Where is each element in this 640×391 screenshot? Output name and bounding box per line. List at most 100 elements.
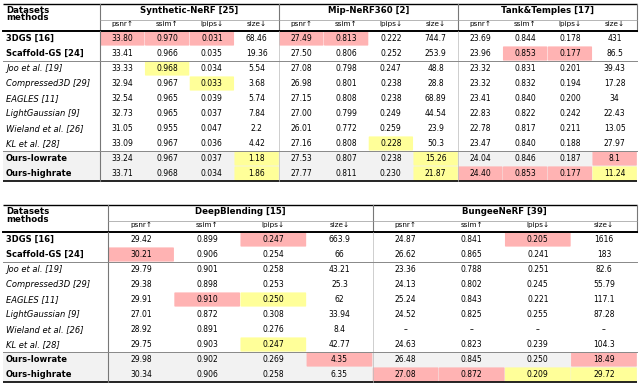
Text: 66: 66 [335,250,344,259]
Text: BungeeNeRF [39]: BungeeNeRF [39] [462,207,547,216]
Text: lpips↓: lpips↓ [380,21,403,27]
Text: 4.42: 4.42 [248,139,265,148]
Text: 0.840: 0.840 [515,139,536,148]
Text: 0.241: 0.241 [527,250,548,259]
Text: 0.853: 0.853 [515,169,536,178]
FancyBboxPatch shape [279,31,324,46]
Text: lpips↓: lpips↓ [262,222,285,228]
Text: 33.24: 33.24 [111,154,133,163]
Text: Wieland et al. [26]: Wieland et al. [26] [6,325,83,334]
Text: KL et al. [28]: KL et al. [28] [6,139,60,148]
Text: 27.08: 27.08 [291,64,312,73]
Text: 0.902: 0.902 [196,355,218,364]
Text: 3DGS [16]: 3DGS [16] [6,34,54,43]
Text: 24.40: 24.40 [470,169,492,178]
FancyBboxPatch shape [189,31,234,46]
Text: EAGLES [11]: EAGLES [11] [6,94,59,103]
Bar [3,367,637,382]
Text: 22.78: 22.78 [470,124,491,133]
Text: 0.788: 0.788 [461,265,483,274]
FancyBboxPatch shape [571,368,637,382]
Text: 0.806: 0.806 [335,49,357,58]
Text: 0.968: 0.968 [156,64,178,73]
FancyBboxPatch shape [234,151,279,166]
Text: 42.77: 42.77 [328,340,350,349]
Text: 23.36: 23.36 [395,265,417,274]
Text: 0.034: 0.034 [201,64,223,73]
Text: 62: 62 [335,295,344,304]
Text: 22.83: 22.83 [470,109,491,118]
Text: 0.955: 0.955 [156,124,178,133]
Text: ssim↑: ssim↑ [335,21,357,27]
Text: 0.201: 0.201 [559,64,580,73]
FancyBboxPatch shape [505,368,571,382]
Text: 0.865: 0.865 [461,250,483,259]
Text: Scaffold-GS [24]: Scaffold-GS [24] [6,250,84,259]
Text: 744.7: 744.7 [425,34,447,43]
Text: 0.903: 0.903 [196,340,218,349]
Text: size↓: size↓ [330,222,349,228]
Text: 0.845: 0.845 [461,355,483,364]
Text: 0.970: 0.970 [156,34,178,43]
Text: 1616: 1616 [595,235,614,244]
Text: LightGaussian [9]: LightGaussian [9] [6,310,80,319]
Text: 0.247: 0.247 [262,235,284,244]
FancyBboxPatch shape [505,232,571,247]
Text: psnr↑: psnr↑ [111,21,133,27]
Text: 24.87: 24.87 [395,235,417,244]
Text: 1.18: 1.18 [248,154,265,163]
Text: 0.253: 0.253 [262,280,284,289]
FancyBboxPatch shape [241,337,306,352]
Text: 0.249: 0.249 [380,109,402,118]
Text: 8.4: 8.4 [333,325,346,334]
Text: Joo et al. [19]: Joo et al. [19] [6,265,62,274]
Text: 27.97: 27.97 [604,139,625,148]
Text: 29.38: 29.38 [131,280,152,289]
Text: 0.230: 0.230 [380,169,402,178]
Text: 183: 183 [596,250,611,259]
Text: 0.247: 0.247 [262,340,284,349]
Text: 0.177: 0.177 [559,49,580,58]
Text: 0.188: 0.188 [559,139,580,148]
Text: psnr↑: psnr↑ [395,222,417,228]
Text: 50.3: 50.3 [427,139,444,148]
Text: 0.177: 0.177 [559,169,580,178]
Text: ssim↑: ssim↑ [156,21,179,27]
Text: 0.872: 0.872 [196,310,218,319]
Text: 104.3: 104.3 [593,340,615,349]
Text: 0.205: 0.205 [527,235,548,244]
Text: 0.813: 0.813 [335,34,357,43]
Text: 0.276: 0.276 [262,325,284,334]
Text: size↓: size↓ [605,21,625,27]
Text: 11.24: 11.24 [604,169,625,178]
Text: 0.258: 0.258 [262,370,284,379]
Text: 0.840: 0.840 [515,94,536,103]
Bar [3,166,637,181]
Text: 0.906: 0.906 [196,250,218,259]
Text: 253.9: 253.9 [425,49,447,58]
Text: 0.238: 0.238 [380,79,402,88]
Text: 3.68: 3.68 [248,79,265,88]
Text: 117.1: 117.1 [593,295,614,304]
Text: 27.08: 27.08 [395,370,417,379]
Text: 23.9: 23.9 [427,124,444,133]
Text: 0.035: 0.035 [201,49,223,58]
Text: 26.62: 26.62 [395,250,417,259]
Text: Synthetic-NeRF [25]: Synthetic-NeRF [25] [140,6,239,15]
Text: 68.89: 68.89 [425,94,447,103]
Text: 31.05: 31.05 [111,124,133,133]
Text: DeepBlending [15]: DeepBlending [15] [195,207,285,216]
Text: 27.01: 27.01 [131,310,152,319]
Bar [3,151,637,166]
Text: 0.968: 0.968 [156,169,178,178]
Text: 0.308: 0.308 [262,310,284,319]
Text: 5.54: 5.54 [248,64,265,73]
Text: 0.798: 0.798 [335,64,357,73]
Text: 24.63: 24.63 [395,340,417,349]
FancyBboxPatch shape [593,151,637,166]
Text: Wieland et al. [26]: Wieland et al. [26] [6,124,83,133]
Text: 0.269: 0.269 [262,355,284,364]
Text: ssim↑: ssim↑ [460,222,483,228]
Text: size↓: size↓ [246,21,267,27]
Text: 19.36: 19.36 [246,49,268,58]
